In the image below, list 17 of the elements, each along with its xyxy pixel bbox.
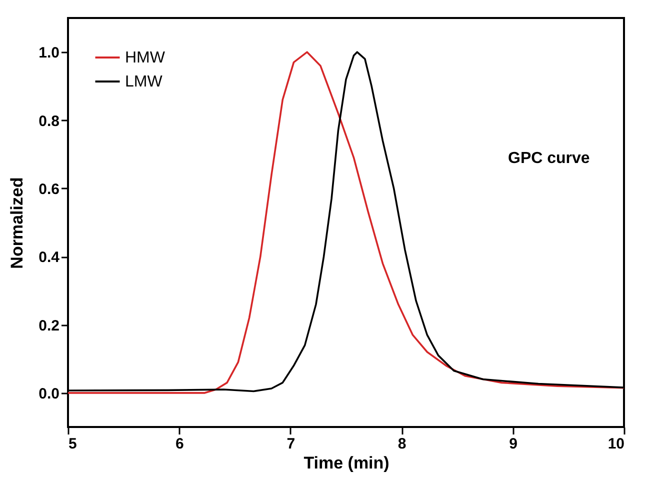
y-tick-label: 0.4: [38, 249, 60, 266]
x-axis-title: Time (min): [304, 454, 390, 472]
y-tick-label: 0.8: [38, 112, 60, 130]
x-tick-label: 9: [509, 436, 518, 452]
y-tick-label: 0.2: [38, 317, 60, 334]
legend-label: HMW: [125, 50, 166, 66]
x-tick-label: 5: [68, 436, 77, 452]
x-tick-label: 10: [608, 436, 624, 452]
y-axis-title: Normalized: [8, 177, 27, 269]
y-tick-label: 0.0: [38, 385, 60, 402]
x-tick-label: 7: [286, 436, 296, 452]
legend-label: LMW: [125, 74, 164, 90]
y-tick-label: 1.0: [38, 44, 60, 62]
x-tick-label: 6: [176, 436, 184, 452]
y-tick-label: 0.6: [38, 180, 60, 198]
annotation: GPC curve: [508, 150, 590, 167]
x-tick-label: 8: [398, 436, 406, 452]
